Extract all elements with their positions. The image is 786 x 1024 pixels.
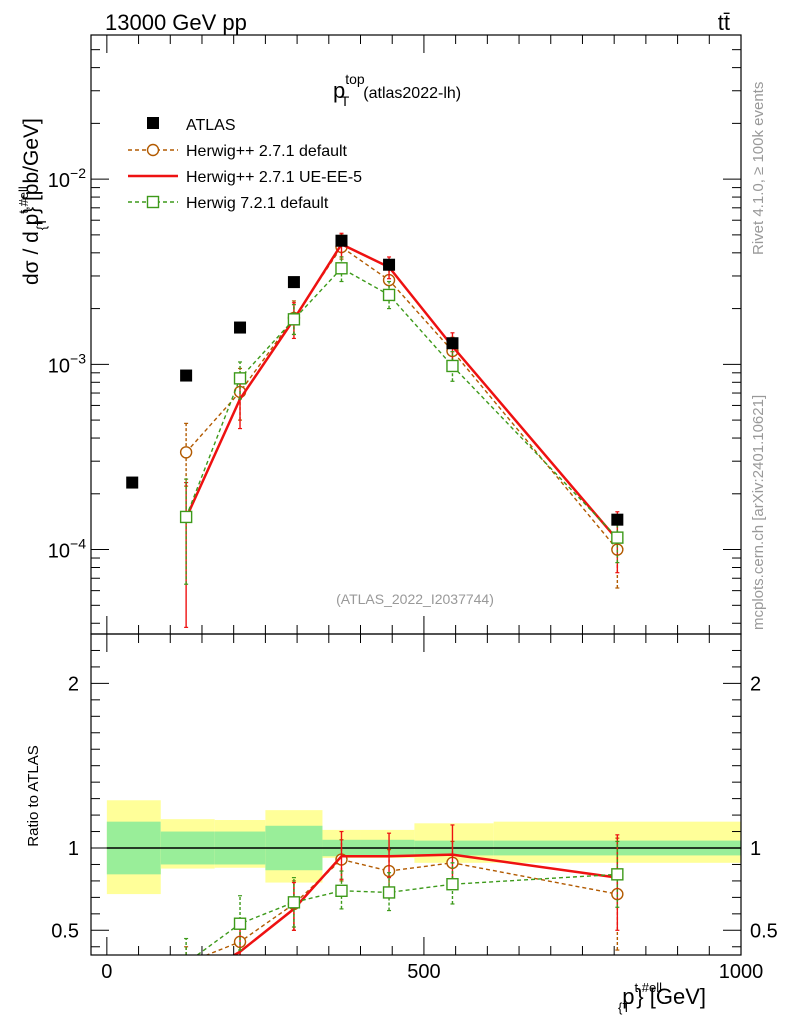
ratio-herwigpp-ueee5-line <box>231 853 618 955</box>
main-axes: 10−2 10−3 10−4 <box>48 34 742 635</box>
ratio-herwig7-point <box>611 868 624 881</box>
main-herwig7-point <box>179 510 193 524</box>
main-herwig7-point <box>233 372 247 385</box>
main-herwigpp-ueee5-line <box>184 242 619 541</box>
main-atlas-point <box>383 258 396 271</box>
ratio-frame <box>90 633 742 956</box>
ratio-herwig7-point <box>446 878 459 891</box>
legend-label-atlas: ATLAS <box>186 117 236 134</box>
rivet-label: Rivet 4.1.0, ≥ 100k events <box>750 82 767 255</box>
process-label: tt̄ <box>718 10 730 35</box>
main-atlas-point <box>126 476 139 489</box>
legend-label-herwigpp-default: Herwig++ 2.7.1 default <box>186 143 348 160</box>
ratio-herwig7-point <box>233 917 247 930</box>
ratio-herwig7-point <box>287 896 301 909</box>
x-axis-label-unit: } [GeV] <box>636 984 706 1009</box>
x-axis-label-main: p <box>622 984 634 1009</box>
main-atlas-point <box>446 337 459 350</box>
ratio-ytick-label: 2 <box>68 673 79 695</box>
main-ylabel-main: dσ / d p <box>20 214 43 285</box>
main-herwigpp-default-point <box>179 446 193 459</box>
ratio-xtick-label: 1000 <box>719 961 764 983</box>
main-ytick-label: 10−2 <box>48 165 86 192</box>
legend-marker-herwig7 <box>146 195 160 209</box>
main-herwig7-point <box>446 359 459 373</box>
energy-label: 13000 GeV pp <box>105 10 247 35</box>
ratio-ytick-label-right: 2 <box>750 673 761 695</box>
plot-title-sub: T <box>341 93 350 109</box>
main-ylabel-sup: t,#ell <box>16 186 31 214</box>
plot-title-sup: top <box>345 71 365 87</box>
main-ylabel: dσ / d pt,#ell{T } [pb/GeV] <box>16 118 49 285</box>
main-atlas-point <box>234 321 247 334</box>
legend-label-herwigpp-ueee5: Herwig++ 2.7.1 UE-EE-5 <box>186 169 362 186</box>
plot-title: ptop T (atlas2022-lh) <box>333 71 461 109</box>
ratio-ytick-label: 0.5 <box>51 920 79 942</box>
ratio-xtick-label: 0 <box>101 961 112 983</box>
analysis-watermark: (ATLAS_2022_I2037744) <box>336 591 494 607</box>
ratio-panel <box>106 800 741 895</box>
main-atlas-point <box>180 369 193 382</box>
ratio-ytick-label-right: 1 <box>750 838 761 860</box>
ratio-herwigpp-default-line <box>204 858 618 955</box>
main-herwig7-point <box>335 262 348 275</box>
main-herwig7-point <box>287 313 301 326</box>
ratio-ytick-label: 1 <box>68 838 79 860</box>
ratio-herwig7-line <box>196 873 618 955</box>
ratio-herwig7-point <box>335 884 348 897</box>
main-herwigpp-default-line <box>185 246 618 551</box>
plot-title-main: p <box>333 78 345 103</box>
main-ylabel-sub: {T <box>34 218 49 230</box>
x-axis-label-sub: {T <box>618 1000 630 1015</box>
x-axis-label-sup: t,#ell <box>635 980 663 995</box>
ratio-ylabel: Ratio to ATLAS <box>25 745 42 846</box>
ratio-xtick-label: 500 <box>407 961 440 983</box>
source-label: mcplots.cern.ch [arXiv:2401.10621] <box>750 395 767 630</box>
ratio-series-layer <box>184 824 624 955</box>
main-atlas-point <box>287 276 300 289</box>
legend-marker-atlas <box>147 117 159 129</box>
main-ylabel-unit: } [pb/GeV] <box>20 118 43 214</box>
main-series-layer <box>126 232 624 628</box>
legend: ATLAS Herwig++ 2.7.1 default Herwig++ 2.… <box>128 117 362 212</box>
main-herwig7-line <box>185 267 618 539</box>
x-axis-label: pt,#ell {T } [GeV] <box>618 980 706 1015</box>
legend-marker-herwigpp-default <box>146 143 160 157</box>
legend-label-herwig7: Herwig 7.2.1 default <box>186 195 329 212</box>
ratio-axes: 0.5 0.5 1 1 2 2 0 500 1000 <box>51 633 778 983</box>
main-ytick-label: 10−3 <box>48 350 86 377</box>
ratio-ytick-label-right: 0.5 <box>750 920 778 942</box>
main-ytick-label: 10−4 <box>48 536 86 563</box>
main-atlas-point <box>335 234 348 247</box>
main-herwig7-point <box>382 288 396 302</box>
ratio-herwig7-point <box>382 886 396 899</box>
plot-title-tag: (atlas2022-lh) <box>363 85 461 102</box>
main-herwig7-point <box>611 531 624 544</box>
main-atlas-point <box>611 513 624 526</box>
